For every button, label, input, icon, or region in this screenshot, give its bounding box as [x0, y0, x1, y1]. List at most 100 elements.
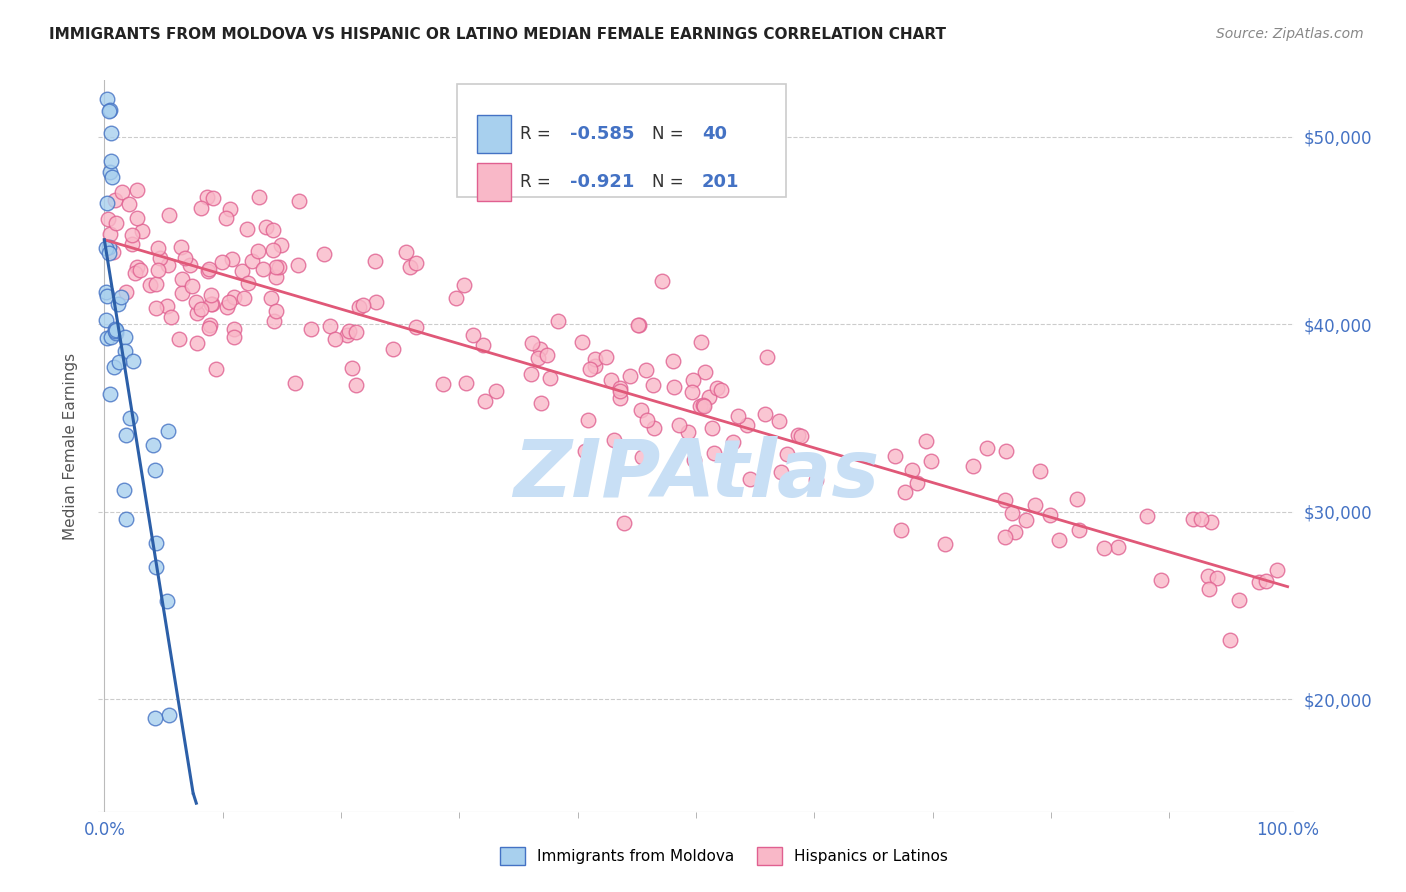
Point [96, 196, 118, 211]
Point [190, 302, 212, 317]
Point [602, 434, 624, 448]
Point [299, 321, 322, 335]
Point [96, 92, 118, 106]
Point [630, 450, 652, 465]
Point [527, 351, 550, 366]
Point [118, 411, 141, 425]
Point [738, 472, 761, 486]
Point [583, 352, 606, 367]
Text: R =: R = [520, 173, 557, 191]
Point [236, 222, 259, 236]
Point [319, 319, 342, 334]
Point [125, 211, 148, 225]
Point [1206, 571, 1229, 585]
Point [976, 441, 998, 455]
Point [118, 197, 141, 211]
Point [121, 237, 143, 252]
Point [181, 279, 204, 293]
Point [1015, 513, 1038, 527]
Point [662, 380, 685, 394]
Point [364, 295, 387, 310]
Point [128, 262, 150, 277]
Point [139, 277, 162, 292]
Point [179, 258, 201, 272]
Point [114, 330, 136, 344]
Point [599, 372, 621, 386]
Point [804, 474, 827, 488]
Point [96, 313, 118, 327]
Point [693, 365, 716, 379]
Point [115, 285, 138, 300]
Point [254, 219, 277, 234]
Point [576, 413, 599, 427]
Point [1024, 498, 1046, 512]
Point [693, 399, 716, 413]
Point [583, 359, 606, 373]
Point [224, 330, 246, 344]
Point [264, 260, 287, 275]
Point [195, 190, 218, 204]
Point [104, 326, 127, 340]
Point [787, 428, 810, 442]
Point [474, 393, 496, 408]
Point [270, 238, 292, 252]
Point [1247, 574, 1270, 589]
Point [323, 332, 346, 346]
Point [727, 409, 749, 424]
Point [1066, 492, 1088, 507]
Point [186, 306, 208, 320]
Point [103, 359, 125, 374]
Point [536, 348, 558, 362]
Point [172, 271, 194, 285]
Point [157, 707, 180, 722]
Point [148, 262, 170, 277]
Point [627, 318, 650, 332]
Text: -0.921: -0.921 [571, 173, 636, 191]
Point [574, 444, 596, 458]
Point [127, 260, 149, 274]
Text: -0.585: -0.585 [571, 126, 636, 144]
Point [595, 350, 617, 364]
Point [167, 332, 190, 346]
Point [107, 355, 129, 369]
Text: R =: R = [520, 126, 557, 144]
Point [288, 194, 311, 209]
Point [205, 361, 228, 376]
Point [159, 310, 181, 324]
Point [484, 384, 506, 399]
Point [934, 537, 956, 551]
Point [96, 285, 118, 300]
Point [571, 335, 593, 350]
Point [98, 245, 121, 260]
Point [98, 164, 121, 178]
Point [689, 399, 711, 413]
Point [156, 258, 179, 272]
Point [1198, 568, 1220, 582]
Point [522, 336, 544, 351]
Point [737, 418, 759, 433]
Point [339, 324, 361, 338]
Point [224, 322, 246, 336]
Point [142, 438, 165, 452]
Point [94, 241, 117, 255]
Point [1028, 464, 1050, 478]
Text: Source: ZipAtlas.com: Source: ZipAtlas.com [1216, 27, 1364, 41]
Point [148, 241, 170, 255]
Point [104, 321, 127, 335]
Point [198, 320, 221, 334]
Point [692, 398, 714, 412]
Point [100, 126, 122, 140]
Point [149, 251, 172, 265]
Point [352, 298, 374, 312]
Point [609, 384, 631, 399]
Point [312, 247, 335, 261]
Point [609, 381, 631, 395]
Point [529, 342, 551, 356]
Point [344, 377, 367, 392]
Point [399, 260, 422, 274]
Point [613, 516, 636, 530]
Point [1067, 523, 1090, 537]
Point [170, 240, 193, 254]
Point [105, 322, 128, 336]
Point [520, 367, 543, 381]
